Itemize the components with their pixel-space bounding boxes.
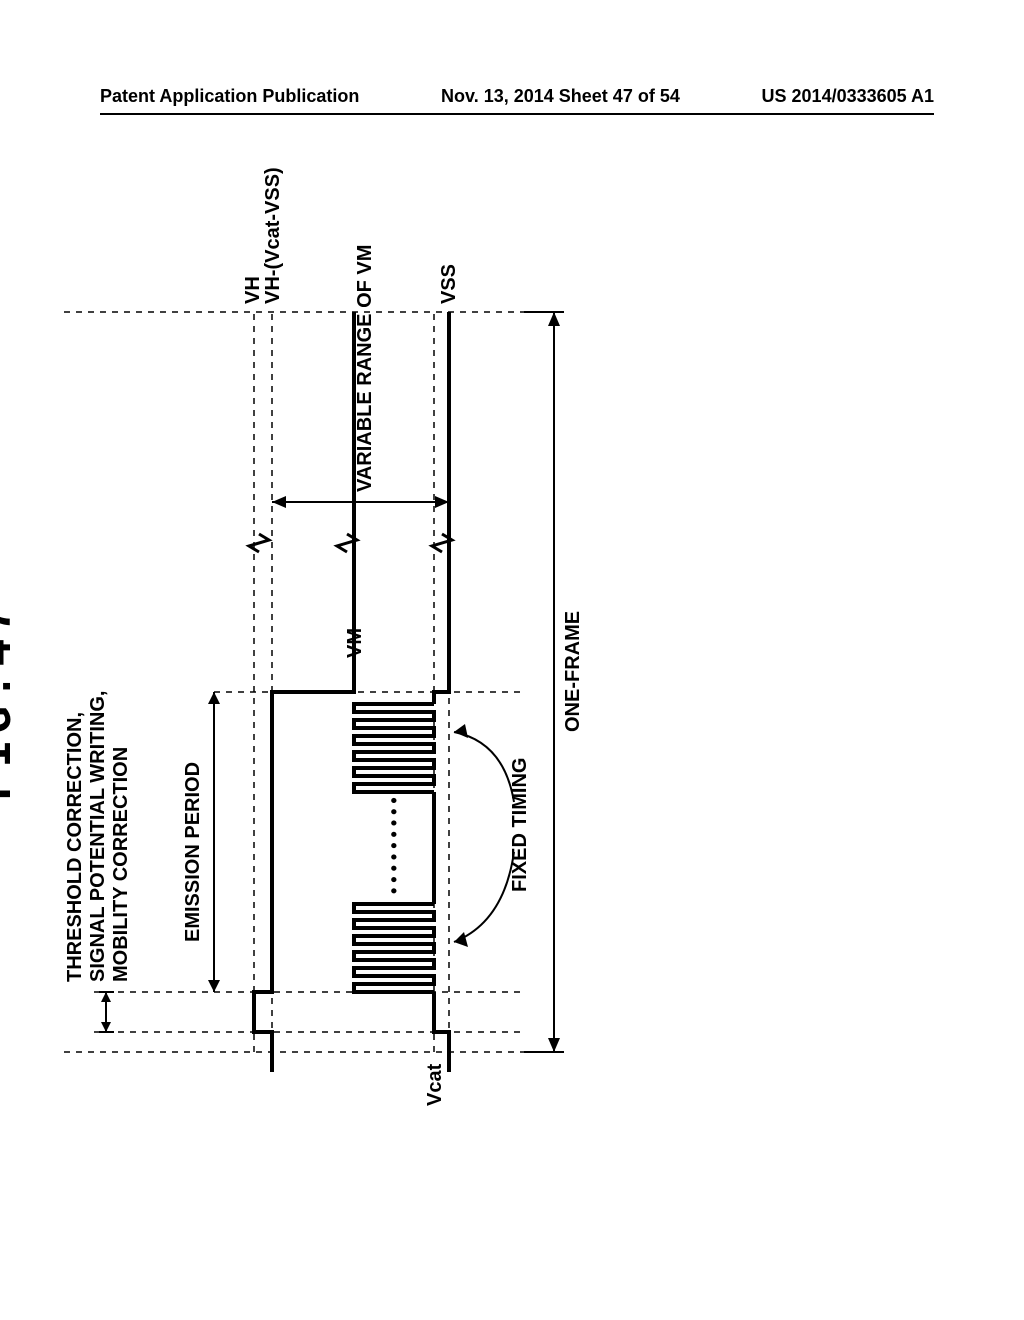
header-right: US 2014/0333605 A1 xyxy=(762,86,934,107)
vm-label: VM xyxy=(344,628,367,658)
threshold-label: THRESHOLD CORRECTION, SIGNAL POTENTIAL W… xyxy=(64,691,133,982)
page-header: Patent Application Publication Nov. 13, … xyxy=(0,86,1024,115)
figure-rotated: FIG.47 xyxy=(0,288,1024,1112)
vcat-label: Vcat xyxy=(424,1064,447,1106)
emission-label: EMISSION PERIOD xyxy=(182,762,205,942)
figure-title: FIG.47 xyxy=(0,288,24,1112)
vhminus-label: VH-(Vcat-VSS) xyxy=(262,167,285,304)
fixedtiming-label: FIXED TIMING xyxy=(509,758,532,892)
vss-label: VSS xyxy=(438,264,461,304)
header-left: Patent Application Publication xyxy=(100,86,359,107)
oneframe-label: ONE-FRAME xyxy=(562,611,585,732)
header-center: Nov. 13, 2014 Sheet 47 of 54 xyxy=(441,86,680,107)
header-rule xyxy=(100,113,934,115)
diagram-svg xyxy=(54,272,594,1112)
varrange-label: VARIABLE RANGE OF VM xyxy=(354,245,377,492)
dots-label: • • • • • • • • • xyxy=(384,797,405,894)
timing-diagram: THRESHOLD CORRECTION, SIGNAL POTENTIAL W… xyxy=(54,272,574,1112)
